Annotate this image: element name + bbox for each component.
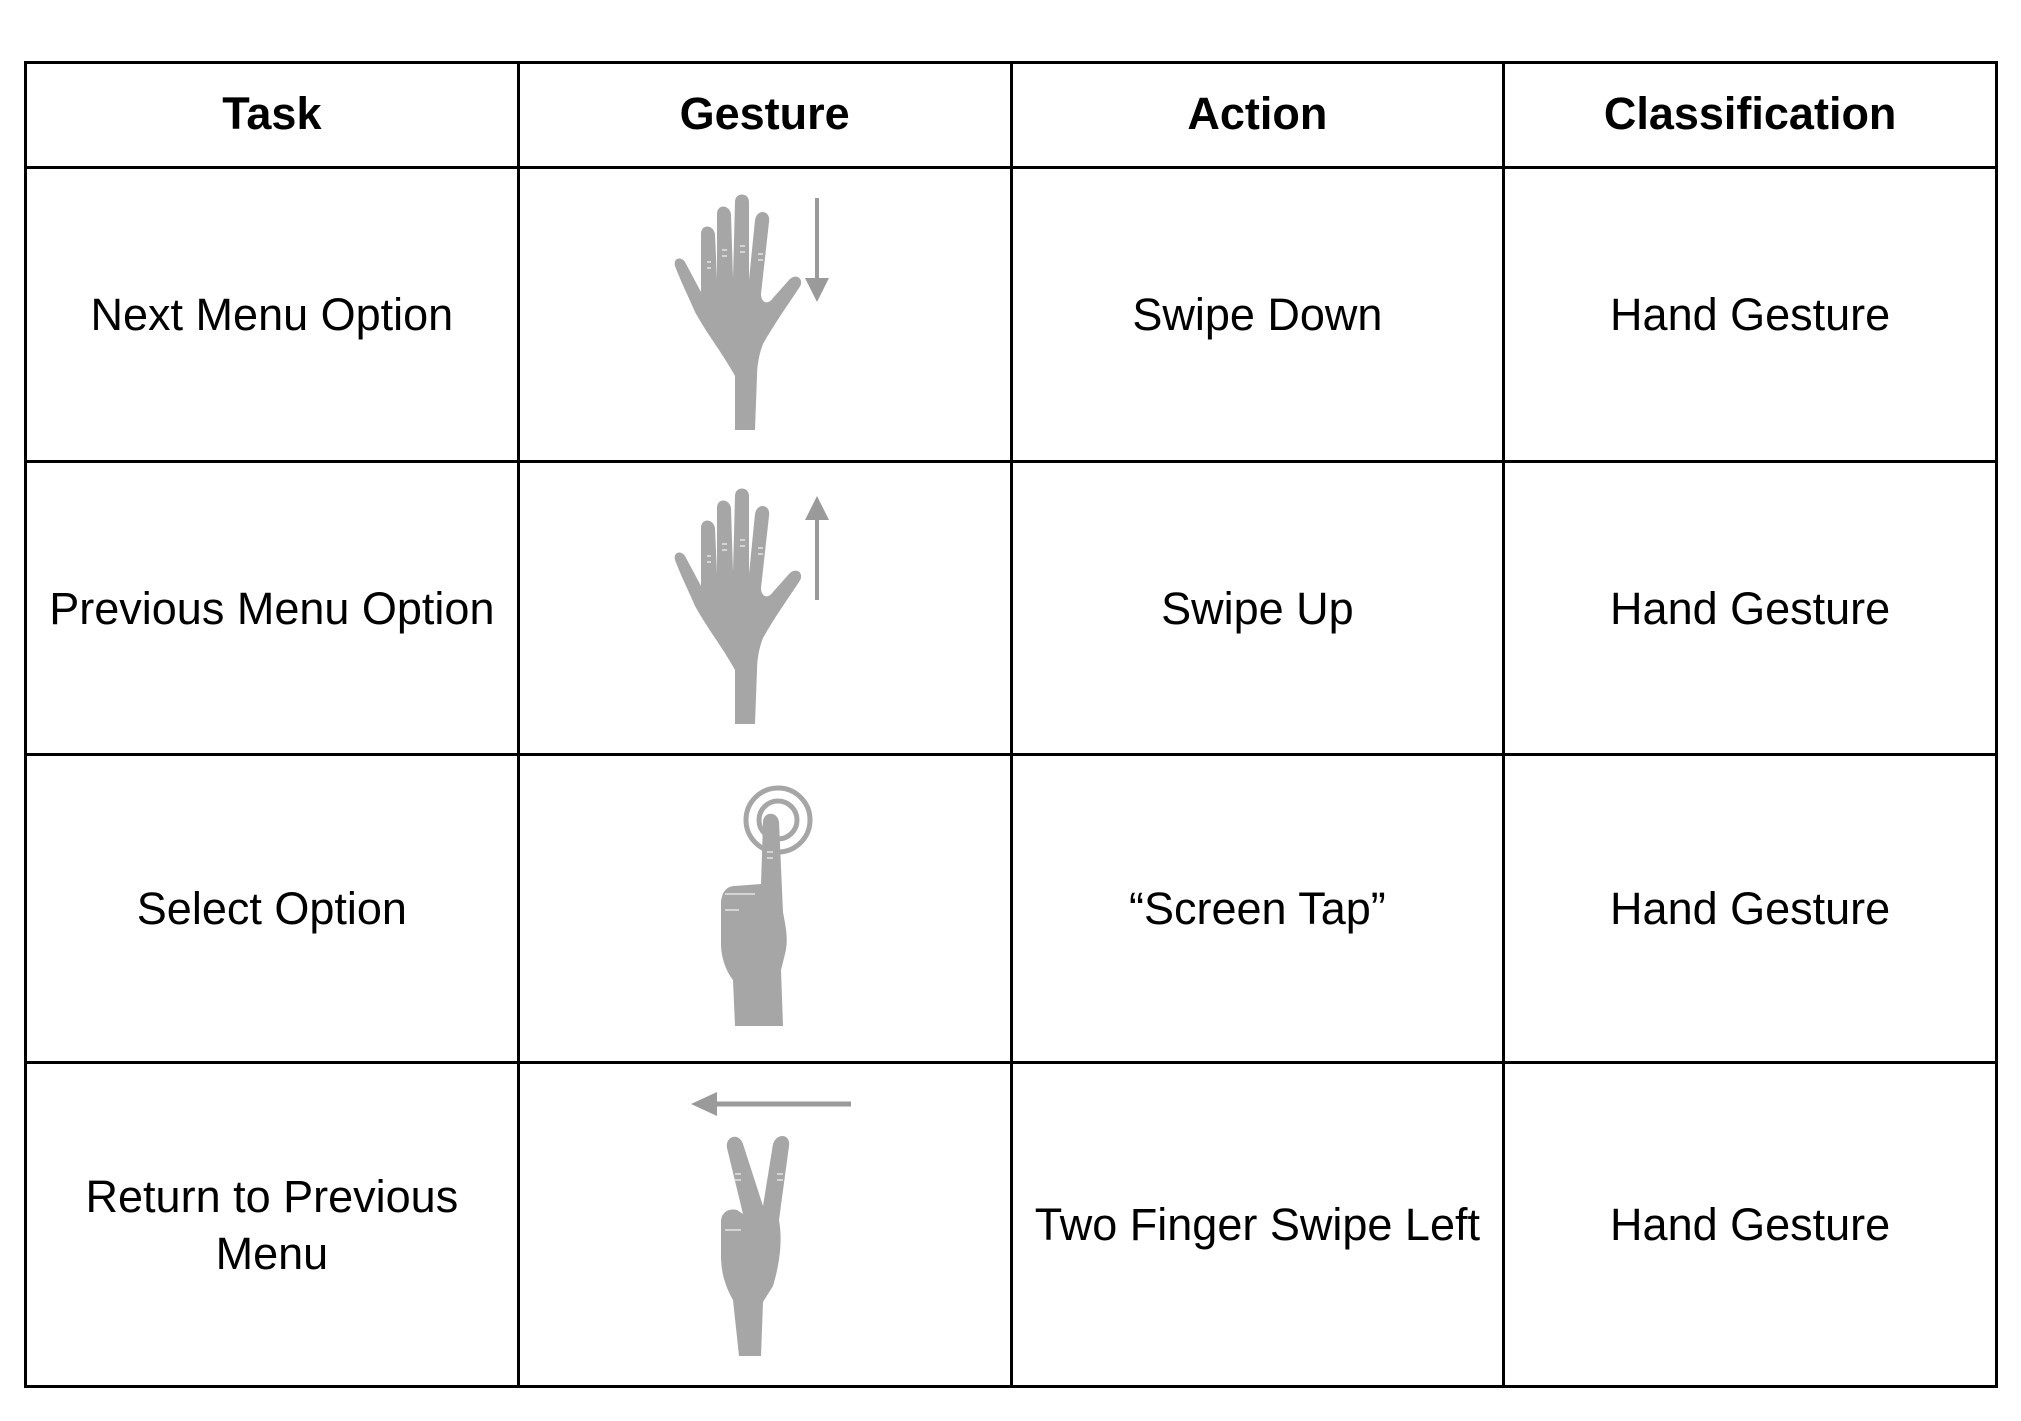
task-cell: Select Option: [24, 753, 520, 1065]
gesture-cell: [516, 166, 1013, 463]
finger-screen-tap-icon: [720, 785, 813, 1026]
header-gesture: Gesture: [516, 61, 1013, 169]
table-row: Select Option “Screen Tap” Hand Gesture: [24, 753, 1998, 1065]
table-row: Previous Menu Option Swipe Up Hand Gestu…: [24, 459, 1998, 757]
classification-cell: Hand Gesture: [1502, 459, 1998, 757]
classification-cell: Hand Gesture: [1502, 753, 1998, 1065]
task-cell: Next Menu Option: [24, 166, 520, 463]
task-cell: Previous Menu Option: [24, 459, 520, 757]
two-finger-swipe-left-icon: [690, 1091, 851, 1356]
gesture-cell: [516, 1061, 1013, 1388]
header-task: Task: [24, 61, 520, 169]
gesture-table: Task Gesture Action Classification Next …: [24, 61, 1998, 1388]
classification-cell: Hand Gesture: [1502, 166, 1998, 463]
header-classification: Classification: [1502, 61, 1998, 169]
action-cell: Swipe Down: [1009, 166, 1506, 463]
open-hand-swipe-down-icon: [674, 194, 829, 431]
action-cell: Swipe Up: [1009, 459, 1506, 757]
action-cell: Two Finger Swipe Left: [1009, 1061, 1506, 1388]
task-cell: Return to Previous Menu: [24, 1061, 520, 1388]
open-hand-swipe-up-icon: [674, 488, 829, 725]
action-cell: “Screen Tap”: [1009, 753, 1506, 1065]
classification-cell: Hand Gesture: [1502, 1061, 1998, 1388]
table-row: Return to Previous Menu Two Finger Swipe…: [24, 1061, 1998, 1388]
header-action: Action: [1009, 61, 1506, 169]
gesture-cell: [516, 753, 1013, 1065]
table-row: Next Menu Option Swipe Down Hand Gesture: [24, 166, 1998, 463]
gesture-cell: [516, 459, 1013, 757]
table-header-row: Task Gesture Action Classification: [24, 61, 1998, 169]
